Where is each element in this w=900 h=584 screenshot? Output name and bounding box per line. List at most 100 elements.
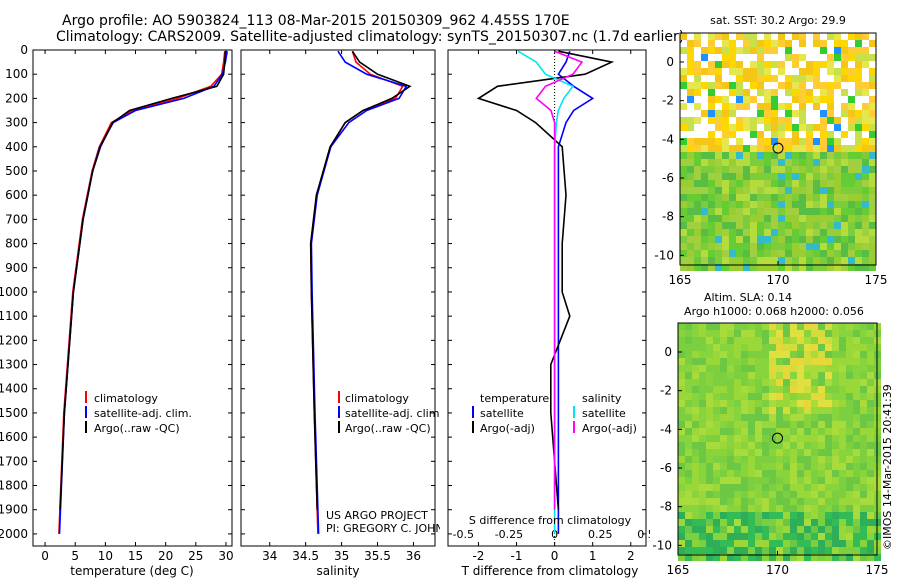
map-cell (741, 393, 748, 400)
x-tick-label: 165 (669, 273, 692, 287)
map-cell (694, 250, 701, 257)
map-cell (748, 470, 755, 477)
map-cell (848, 208, 855, 215)
map-cell (778, 187, 785, 194)
map-cell (750, 194, 757, 201)
map-cell (680, 166, 687, 173)
map-cell (743, 103, 750, 110)
map-cell (839, 365, 846, 372)
map-cell (853, 386, 860, 393)
sst-map: sat. SST: 30.2 Argo: 29.9 0-2-4-6-8-10 1… (654, 14, 887, 287)
map-cell (853, 414, 860, 421)
map-cell (743, 68, 750, 75)
map-cell (771, 40, 778, 47)
map-cell (769, 442, 776, 449)
top-x-tick-label: 0.25 (588, 528, 613, 541)
map-cell (792, 257, 799, 264)
map-cell (678, 386, 685, 393)
map-cell (797, 463, 804, 470)
map-cell (834, 82, 841, 89)
map-cell (776, 498, 783, 505)
map-cell (818, 365, 825, 372)
map-cell (869, 166, 876, 173)
map-cell (736, 96, 743, 103)
map-cell (818, 323, 825, 330)
map-cell (792, 250, 799, 257)
map-cell (818, 498, 825, 505)
map-cell (832, 491, 839, 498)
map-cell (785, 40, 792, 47)
map-cell (713, 393, 720, 400)
map-cell (762, 372, 769, 379)
map-cell (713, 330, 720, 337)
map-cell (867, 554, 874, 561)
map-cell (848, 96, 855, 103)
map-cell (685, 540, 692, 547)
map-cell (736, 145, 743, 152)
map-cell (764, 180, 771, 187)
map-cell (736, 159, 743, 166)
y-tick-label: -10 (652, 538, 672, 552)
map-cell (701, 264, 708, 271)
map-cell (750, 229, 757, 236)
map-cell (729, 54, 736, 61)
map-cell (848, 173, 855, 180)
map-cell (769, 372, 776, 379)
map-cell (720, 491, 727, 498)
map-cell (848, 264, 855, 271)
map-cell (869, 201, 876, 208)
map-cell (834, 208, 841, 215)
map-cell (869, 124, 876, 131)
map-cell (685, 344, 692, 351)
map-cell (771, 124, 778, 131)
temperature-chart: 0100200300400500600700800900100011001200… (0, 43, 234, 578)
map-cell (692, 400, 699, 407)
map-cell (741, 512, 748, 519)
map-cell (846, 379, 853, 386)
map-cell (811, 372, 818, 379)
difference-plot-frame (447, 49, 647, 547)
map-cell (764, 33, 771, 40)
map-cell (743, 117, 750, 124)
map-cell (678, 379, 685, 386)
map-cell (762, 519, 769, 526)
map-cell (811, 400, 818, 407)
map-cell (692, 435, 699, 442)
map-cell (813, 145, 820, 152)
map-cell (699, 330, 706, 337)
map-cell (755, 330, 762, 337)
map-cell (783, 540, 790, 547)
map-cell (678, 323, 685, 330)
legend-label-climatology: climatology (345, 392, 409, 405)
map-cell (757, 173, 764, 180)
map-cell (741, 337, 748, 344)
map-cell (687, 96, 694, 103)
map-cell (708, 166, 715, 173)
map-cell (799, 243, 806, 250)
map-cell (685, 351, 692, 358)
map-cell (678, 484, 685, 491)
map-cell (701, 152, 708, 159)
map-cell (769, 498, 776, 505)
map-cell (736, 82, 743, 89)
map-cell (869, 208, 876, 215)
map-cell (741, 407, 748, 414)
map-cell (769, 386, 776, 393)
map-cell (811, 358, 818, 365)
map-cell (799, 117, 806, 124)
map-cell (804, 330, 811, 337)
map-cell (694, 180, 701, 187)
map-cell (769, 540, 776, 547)
map-cell (741, 400, 748, 407)
map-cell (708, 236, 715, 243)
map-cell (722, 201, 729, 208)
map-cell (867, 442, 874, 449)
map-cell (750, 264, 757, 271)
map-cell (769, 449, 776, 456)
map-cell (790, 358, 797, 365)
map-cell (799, 54, 806, 61)
map-cell (734, 533, 741, 540)
map-cell (853, 323, 860, 330)
map-cell (839, 498, 846, 505)
map-cell (750, 82, 757, 89)
